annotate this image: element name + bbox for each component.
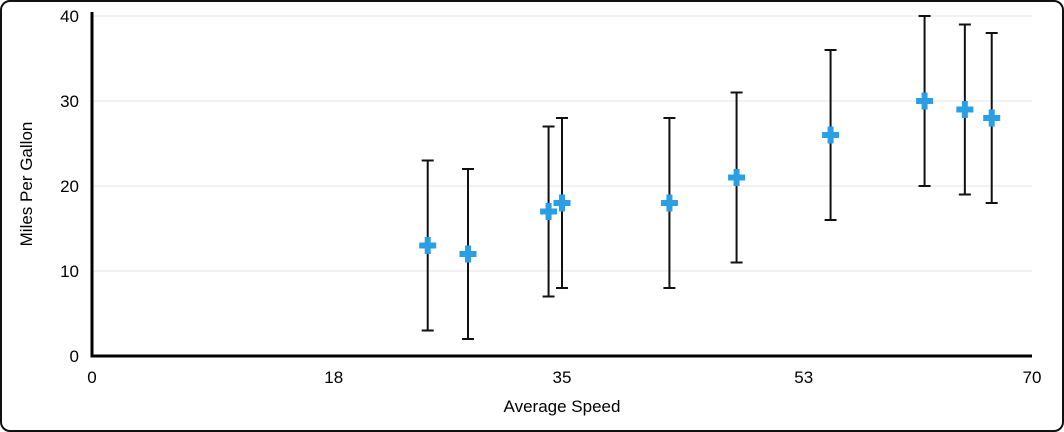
y-tick-label: 0 [70, 347, 79, 366]
x-tick-label: 18 [324, 368, 343, 387]
y-tick-label: 20 [60, 177, 79, 196]
x-tick-label: 53 [794, 368, 813, 387]
x-tick-label: 0 [87, 368, 96, 387]
y-axis-title: Miles Per Gallon [17, 121, 36, 247]
x-tick-label: 70 [1023, 368, 1042, 387]
y-tick-label: 10 [60, 262, 79, 281]
x-axis-title: Average Speed [503, 397, 621, 416]
y-tick-label: 30 [60, 92, 79, 111]
x-tick-label: 35 [553, 368, 572, 387]
y-tick-label: 40 [60, 7, 79, 26]
